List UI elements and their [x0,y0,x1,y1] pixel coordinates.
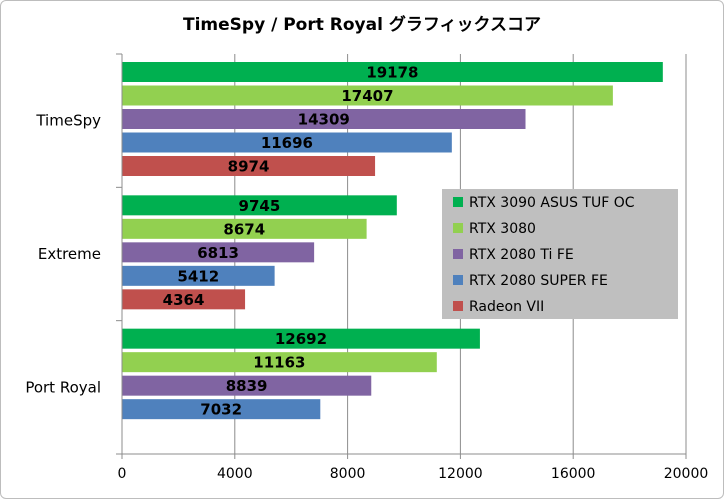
bar [122,328,480,349]
data-label: 4364 [163,291,205,309]
bar [122,195,397,216]
bar [122,218,367,239]
data-label: 12692 [275,330,327,348]
legend-swatch [453,197,463,207]
bar [122,265,275,286]
bar [122,242,315,263]
bar [122,85,613,106]
legend-swatch [453,275,463,285]
data-labels: 19178 17407 14309 11696 8974 9745 8674 6813 5412… [163,64,419,419]
x-tick-label: 12000 [438,466,483,482]
data-label: 19178 [366,64,418,82]
legend-swatch [453,223,463,233]
legend-swatch [453,249,463,259]
data-label: 7032 [200,401,242,419]
bar [122,62,663,82]
category-label: Port Royal [25,378,101,396]
legend-swatch [453,301,463,311]
category-label: Extreme [38,245,101,263]
x-tick-label: 16000 [551,466,596,482]
chart-title: TimeSpy / Port Royal グラフィックスコア [183,14,541,35]
bar [122,132,452,153]
data-label: 11163 [253,354,305,372]
data-label: 11696 [261,134,313,152]
data-label: 17407 [341,87,393,105]
data-label: 14309 [298,111,350,129]
x-tick-label: 4000 [217,466,253,482]
legend-entry: RTX 3080 [469,221,536,237]
x-tick-label: 20000 [664,466,709,482]
legend-entry: RTX 3090 ASUS TUF OC [469,195,635,211]
data-label: 9745 [239,197,281,215]
data-label: 8674 [223,220,265,238]
data-label: 6813 [197,244,239,262]
bars [122,62,663,420]
x-tick-label: 8000 [330,466,366,482]
bar [122,109,526,129]
axes: TimeSpy Extreme Port Royal 0 4000 8000 12000 16… [25,53,709,482]
bar [122,399,321,420]
data-label: 8839 [226,377,268,395]
legend-box [442,189,678,319]
legend-entry: RTX 2080 Ti FE [469,247,574,263]
legend-entry: RTX 2080 SUPER FE [469,273,608,289]
legend: RTX 3090 ASUS TUF OC RTX 3080 RTX 2080 Ti … [442,189,678,319]
data-label: 5412 [177,267,219,285]
bar [122,156,376,176]
category-label: TimeSpy [35,112,101,130]
x-tick-label: 0 [118,466,127,482]
bar [122,375,372,396]
data-label: 8974 [228,158,270,176]
bar [122,289,246,310]
bar [122,352,437,373]
legend-entry: Radeon VII [469,299,544,315]
